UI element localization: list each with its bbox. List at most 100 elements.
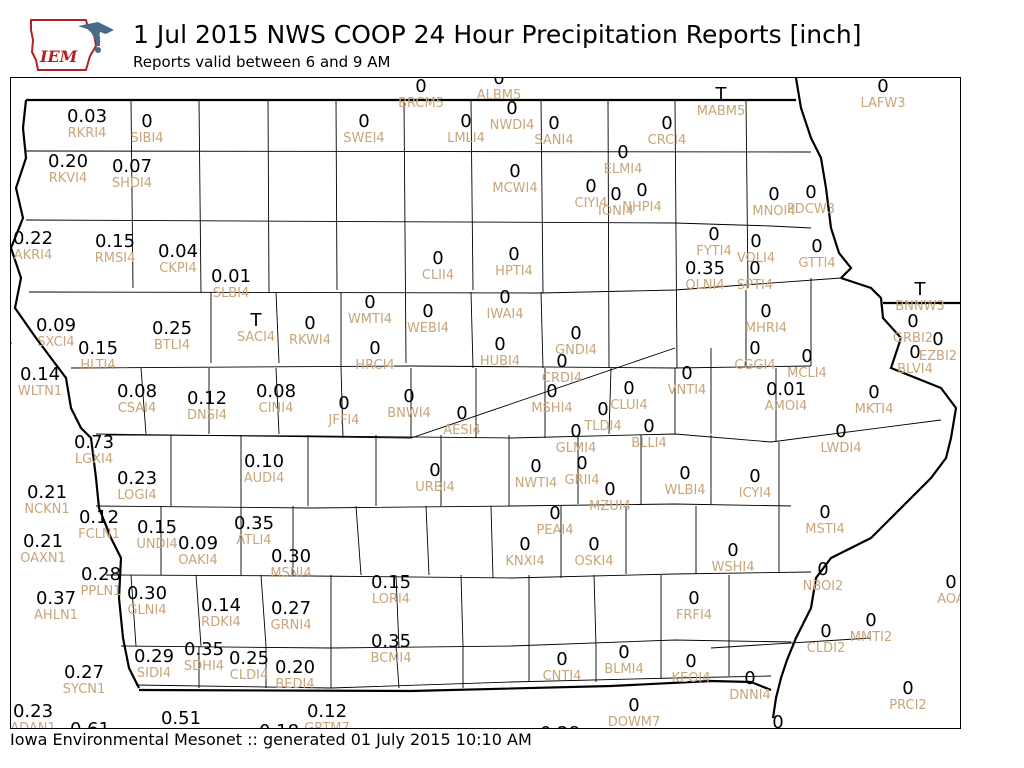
precip-value: 0.18	[259, 723, 299, 729]
station-id-label: LORI4	[371, 592, 411, 607]
precip-value: 0	[506, 98, 518, 119]
station-id-label: AUDI4	[243, 471, 285, 486]
station-id-label: UNDI4	[136, 537, 178, 552]
station-id-label: CLDI2	[806, 641, 846, 656]
precip-value: 0	[617, 142, 629, 163]
station-id-label: BTLI4	[153, 338, 191, 353]
precip-value: 0	[610, 184, 622, 205]
precip-value: 0	[817, 559, 829, 580]
precip-value: 0	[902, 678, 914, 699]
station-id-label: ATLI4	[236, 533, 272, 548]
station-id-label: WEBI4	[406, 321, 450, 336]
precip-value: 0	[604, 479, 616, 500]
precip-value: 0.23	[12, 701, 54, 722]
svg-text:IEM: IEM	[39, 47, 79, 66]
precip-value: 0.12	[186, 388, 228, 409]
station-id-label: SYCN1	[62, 682, 106, 697]
station-id-label: WSHI4	[711, 560, 755, 575]
station-id-label: SHDI4	[111, 176, 153, 191]
station-id-label: NHPI4	[622, 200, 662, 215]
precip-value: T	[715, 84, 727, 105]
station-id-label: PPLN1	[80, 584, 122, 599]
precip-value: 0	[749, 258, 761, 279]
precip-value: 0.20	[47, 151, 89, 172]
precip-value: 0.73	[73, 432, 115, 453]
station-id-label: SIDI4	[136, 666, 172, 681]
precip-value: 0.03	[66, 106, 108, 127]
precip-value: 0	[801, 346, 813, 367]
precip-value: 0	[549, 503, 561, 524]
station-id-label: MCLI4	[787, 366, 827, 381]
station-id-label: CNTI4	[542, 669, 582, 684]
station-id-label: SWEI4	[343, 131, 385, 146]
precip-value: 0	[432, 248, 444, 269]
station-id-label: PEAI4	[536, 523, 574, 538]
precip-value: 0.22	[12, 228, 54, 249]
station-id-label: CGGI4	[734, 358, 776, 373]
precip-value: 0	[744, 668, 756, 689]
station-id-label: MSTI4	[805, 522, 845, 537]
station-id-label: OLNI4	[685, 278, 725, 293]
station-id-label: KNXI4	[505, 554, 545, 569]
precip-value: 0	[556, 649, 568, 670]
precip-value: 0.27	[270, 598, 312, 619]
precip-value: 0	[811, 236, 823, 257]
station-id-label: CINI4	[258, 401, 294, 416]
precip-value: 0	[576, 453, 588, 474]
station-id-label: BLLI4	[631, 436, 667, 451]
precip-value: 0	[429, 460, 441, 481]
station-id-label: TLDI4	[584, 419, 622, 434]
precip-value: 0	[546, 381, 558, 402]
station-id-label: GRTM7	[304, 721, 350, 729]
station-id-label: SIBI4	[130, 131, 164, 146]
station-id-label: MNOI4	[752, 204, 796, 219]
precip-value: 0	[907, 311, 919, 332]
station-id-label: BEDI4	[275, 677, 315, 692]
station-id-label: FRFI4	[675, 608, 713, 623]
precip-value: 0.20	[274, 657, 316, 678]
precip-value: 0.28	[540, 725, 580, 729]
station-id-label: HLTI4	[80, 358, 116, 373]
station-id-label: RKWI4	[288, 333, 332, 348]
station-id-label: MSNI4	[270, 566, 312, 581]
station-id-label: AMOI4	[764, 399, 808, 414]
station-id-label: GRNI4	[270, 618, 312, 633]
station-id-label: NCKN1	[24, 502, 70, 517]
station-id-label: NWDI4	[489, 118, 535, 133]
precip-value: 0	[369, 338, 381, 359]
station-id-label: GRBI2	[892, 331, 934, 346]
precip-value: 0.30	[270, 546, 312, 567]
station-id-label: DNNI4	[729, 688, 771, 703]
precip-value: 0	[588, 534, 600, 555]
station-id-label: LWDI4	[820, 441, 862, 456]
station-id-label: GLNI4	[127, 603, 167, 618]
precip-value: 0	[460, 111, 472, 132]
precip-value: 0	[556, 351, 568, 372]
station-id-label: LMLI4	[447, 131, 485, 146]
station-id-label: LAFW3	[860, 96, 906, 111]
precipitation-map: 0 BRCM5 0 ALBM5 0 LAFW3 T MABM5 0.03 RKRI4 0 SIBI4 0…	[10, 77, 961, 729]
station-id-label: AKRI4	[13, 248, 53, 263]
station-id-label: MHRI4	[744, 321, 788, 336]
precip-value: 0	[708, 224, 720, 245]
station-id-label: GTTI4	[798, 256, 836, 271]
precip-value: 0	[570, 323, 582, 344]
station-id-label: ELMI4	[603, 162, 643, 177]
station-id-label: CRDI4	[541, 371, 583, 386]
precip-value: 0.29	[133, 646, 175, 667]
precip-value: 0	[688, 588, 700, 609]
precip-value: 0	[403, 386, 415, 407]
precip-value: 0.15	[370, 572, 412, 593]
precip-value: 0	[819, 502, 831, 523]
precip-value: 0.12	[78, 507, 120, 528]
precip-value: 0.35	[233, 513, 275, 534]
precip-value: 0	[494, 334, 506, 355]
precip-value: 0	[508, 244, 520, 265]
precip-value: 0	[772, 712, 784, 729]
station-id-label: SXCI4	[37, 335, 75, 350]
precip-value: 0	[570, 421, 582, 442]
precip-value: 0	[509, 161, 521, 182]
precip-value: 0	[499, 287, 511, 308]
station-id-label: NBOI2	[802, 579, 844, 594]
precip-value: 0	[597, 399, 609, 420]
